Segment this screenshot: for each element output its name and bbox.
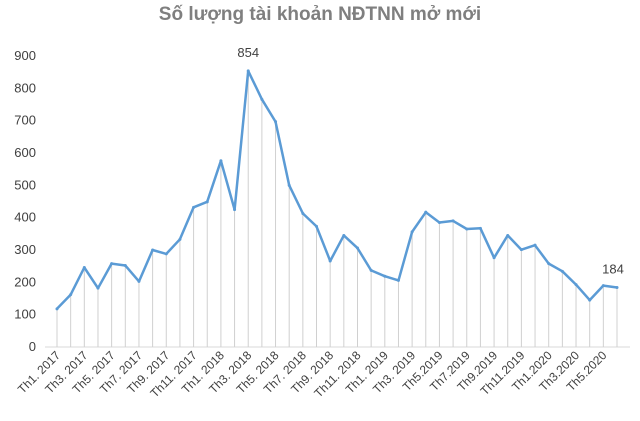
data-point	[315, 224, 319, 228]
data-point	[383, 274, 387, 278]
data-point	[137, 279, 141, 283]
y-tick-label: 0	[29, 339, 36, 354]
data-point	[506, 233, 510, 237]
data-point	[560, 269, 564, 273]
y-tick-label: 100	[14, 307, 36, 322]
data-point	[533, 243, 537, 247]
data-point	[328, 259, 332, 263]
data-label: 854	[237, 45, 259, 60]
y-tick-label: 700	[14, 113, 36, 128]
data-point	[355, 246, 359, 250]
data-point	[451, 219, 455, 223]
y-tick-label: 200	[14, 274, 36, 289]
data-labels: 854 184	[237, 45, 623, 277]
data-point	[465, 227, 469, 231]
data-point	[369, 268, 373, 272]
data-point	[574, 283, 578, 287]
y-tick-label: 300	[14, 242, 36, 257]
data-point	[410, 230, 414, 234]
data-point	[205, 200, 209, 204]
series-line-group	[55, 69, 619, 311]
y-tick-label: 900	[14, 48, 36, 63]
data-point	[69, 293, 73, 297]
data-point	[478, 226, 482, 230]
drop-lines	[56, 70, 618, 347]
chart-title: Số lượng tài khoản NĐTNN mở mới	[158, 4, 482, 25]
data-point	[178, 237, 182, 241]
data-point	[55, 307, 59, 311]
data-point	[246, 69, 250, 73]
data-label: 184	[602, 262, 624, 277]
y-tick-label: 500	[14, 177, 36, 192]
data-point	[547, 262, 551, 266]
data-point	[437, 221, 441, 225]
data-point	[588, 298, 592, 302]
data-point	[301, 211, 305, 215]
data-point	[151, 248, 155, 252]
data-point	[396, 278, 400, 282]
series-line	[55, 69, 619, 311]
data-point	[233, 208, 237, 212]
data-point	[615, 286, 619, 290]
data-point	[96, 286, 100, 290]
data-point	[123, 264, 127, 268]
y-tick-label: 400	[14, 210, 36, 225]
data-point	[219, 159, 223, 163]
y-tick-label: 800	[14, 80, 36, 95]
data-point	[192, 205, 196, 209]
y-tick-label: 600	[14, 145, 36, 160]
data-point	[287, 183, 291, 187]
data-point	[82, 265, 86, 269]
data-point	[260, 97, 264, 101]
data-point	[274, 120, 278, 124]
data-point	[342, 233, 346, 237]
data-point	[164, 252, 168, 256]
data-point	[424, 210, 428, 214]
data-point	[519, 248, 523, 252]
data-point	[492, 256, 496, 260]
data-point	[601, 284, 605, 288]
data-point	[110, 262, 114, 266]
